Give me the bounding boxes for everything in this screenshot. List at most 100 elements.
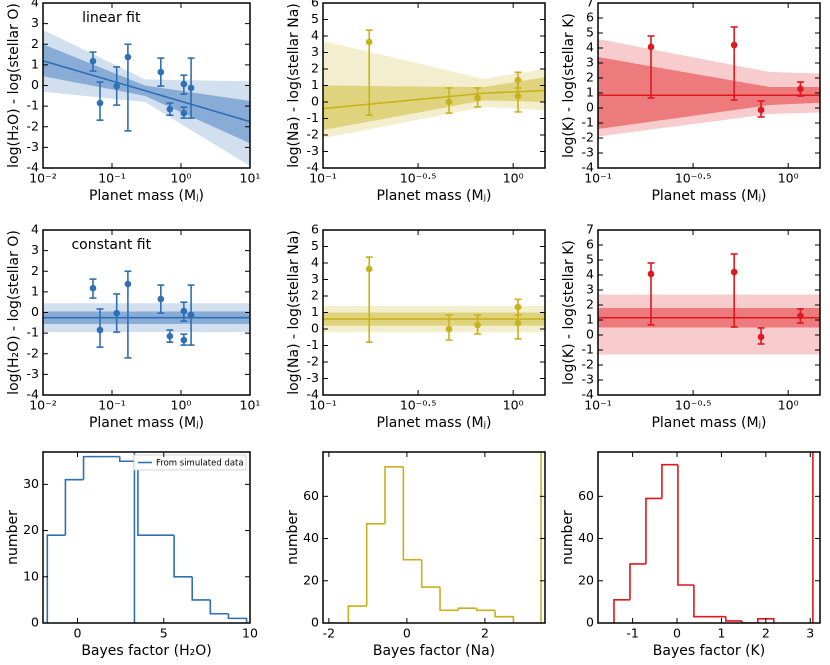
y-axis-label: log(K) - log(stellar K) (561, 13, 577, 158)
histogram-step (420, 559, 441, 588)
histogram-step (137, 461, 156, 536)
histogram-step (677, 464, 694, 586)
data-point (730, 41, 738, 49)
x-axis-label: Planet mass (Mⱼ) (651, 415, 766, 431)
y-tick-label: -3 (27, 366, 39, 381)
data-point (180, 109, 188, 117)
y-tick-label: -3 (307, 370, 319, 385)
histogram-step (457, 607, 477, 611)
y-tick-label: -2 (307, 127, 319, 142)
x-axis-label: Planet mass (Mⱼ) (89, 415, 204, 431)
fit-line (43, 59, 250, 123)
y-tick-label: 3 (311, 271, 319, 286)
y-tick-label: 1 (586, 312, 594, 327)
y-tick-label: 0 (31, 77, 39, 92)
fit-line (323, 89, 545, 110)
data-point (180, 80, 188, 88)
data-point (187, 311, 195, 319)
y-axis-label: number (5, 510, 21, 565)
y-tick-label: 60 (578, 488, 594, 503)
plot-area (598, 26, 820, 137)
y-tick-label: 5 (586, 252, 594, 267)
histogram-step (494, 610, 515, 623)
y-tick-label: 0 (586, 327, 594, 342)
y-tick-label: 2 (31, 36, 39, 51)
y-axis-label: log(H₂O) - log(stellar O) (6, 3, 22, 168)
y-tick-label: 6 (311, 0, 319, 10)
data-point (647, 43, 655, 51)
x-axis-label: Bayes factor (K) (653, 643, 765, 659)
y-tick-label: 20 (303, 572, 319, 587)
y-tick-label: 4 (31, 0, 39, 10)
y-tick-label: -2 (27, 345, 39, 360)
y-tick-label: 4 (311, 28, 319, 43)
data-point (180, 336, 188, 344)
data-point (157, 68, 165, 76)
y-tick-label: -4 (27, 160, 40, 175)
x-tick-label: 10⁻⁰·⁵ (675, 398, 712, 413)
y-tick-label: -2 (27, 118, 39, 133)
x-tick-label: 0 (74, 626, 82, 641)
y-tick-label: 1 (586, 85, 594, 100)
outer-band (323, 40, 545, 139)
x-tick-label: 10⁻² (29, 171, 57, 186)
y-tick-label: -2 (582, 357, 594, 372)
data-point (757, 333, 765, 341)
y-axis-label: number (560, 510, 576, 565)
axes-frame (597, 2, 821, 169)
y-tick-label: 7 (586, 222, 594, 237)
y-tick-label: 5 (311, 11, 319, 26)
histogram-step (475, 608, 496, 612)
x-tick-label: 10⁻¹ (309, 171, 337, 186)
x-tick-label: 10⁰ (778, 171, 799, 186)
x-tick-label: 5 (160, 626, 168, 641)
data-point (730, 268, 738, 276)
y-tick-label: 1 (311, 304, 319, 319)
y-tick-label: 4 (586, 267, 594, 282)
y-tick-label: 0 (586, 100, 594, 115)
y-tick-label: 2 (586, 297, 594, 312)
histogram-step (693, 585, 710, 618)
data-point (445, 325, 453, 333)
y-axis-label: number (285, 510, 301, 565)
x-tick-label: 10⁰ (503, 398, 524, 413)
y-tick-label: 4 (586, 40, 594, 55)
x-tick-label: 10⁻⁰·⁵ (400, 398, 437, 413)
plot-area (43, 270, 250, 359)
data-point (96, 99, 104, 107)
histogram-step (173, 535, 193, 578)
x-tick-label: 10⁰ (171, 398, 192, 413)
inner-band (43, 44, 250, 144)
histogram-step (365, 522, 386, 607)
plot-area (598, 253, 820, 355)
histogram-step (227, 613, 248, 623)
data-point (166, 332, 174, 340)
histogram-step (209, 599, 229, 615)
data-point (514, 92, 522, 100)
y-tick-label: -3 (27, 139, 39, 154)
annotation: linear fit (82, 10, 141, 26)
data-point (113, 309, 121, 317)
x-axis-label: Planet mass (Mⱼ) (376, 188, 491, 204)
histogram-step (384, 465, 404, 524)
plot-area (323, 256, 545, 344)
y-tick-label: 2 (586, 70, 594, 85)
x-tick-label: 3 (806, 626, 814, 641)
x-tick-label: 0 (403, 626, 411, 641)
y-tick-label: -2 (582, 130, 594, 145)
data-point (96, 326, 104, 334)
histogram-step (402, 466, 422, 561)
data-point (365, 38, 373, 46)
y-tick-label: 60 (303, 488, 319, 503)
y-tick-label: 1 (31, 283, 39, 298)
data-point (445, 98, 453, 106)
y-tick-label: -1 (582, 115, 594, 130)
annotation: constant fit (71, 237, 151, 253)
x-tick-label: 1 (717, 626, 725, 641)
x-tick-label: 10⁻¹ (98, 398, 126, 413)
data-point (157, 295, 165, 303)
plot-area (323, 29, 545, 139)
inner-band (598, 57, 820, 129)
y-axis-label: log(Na) - log(stellar Na) (286, 230, 302, 395)
